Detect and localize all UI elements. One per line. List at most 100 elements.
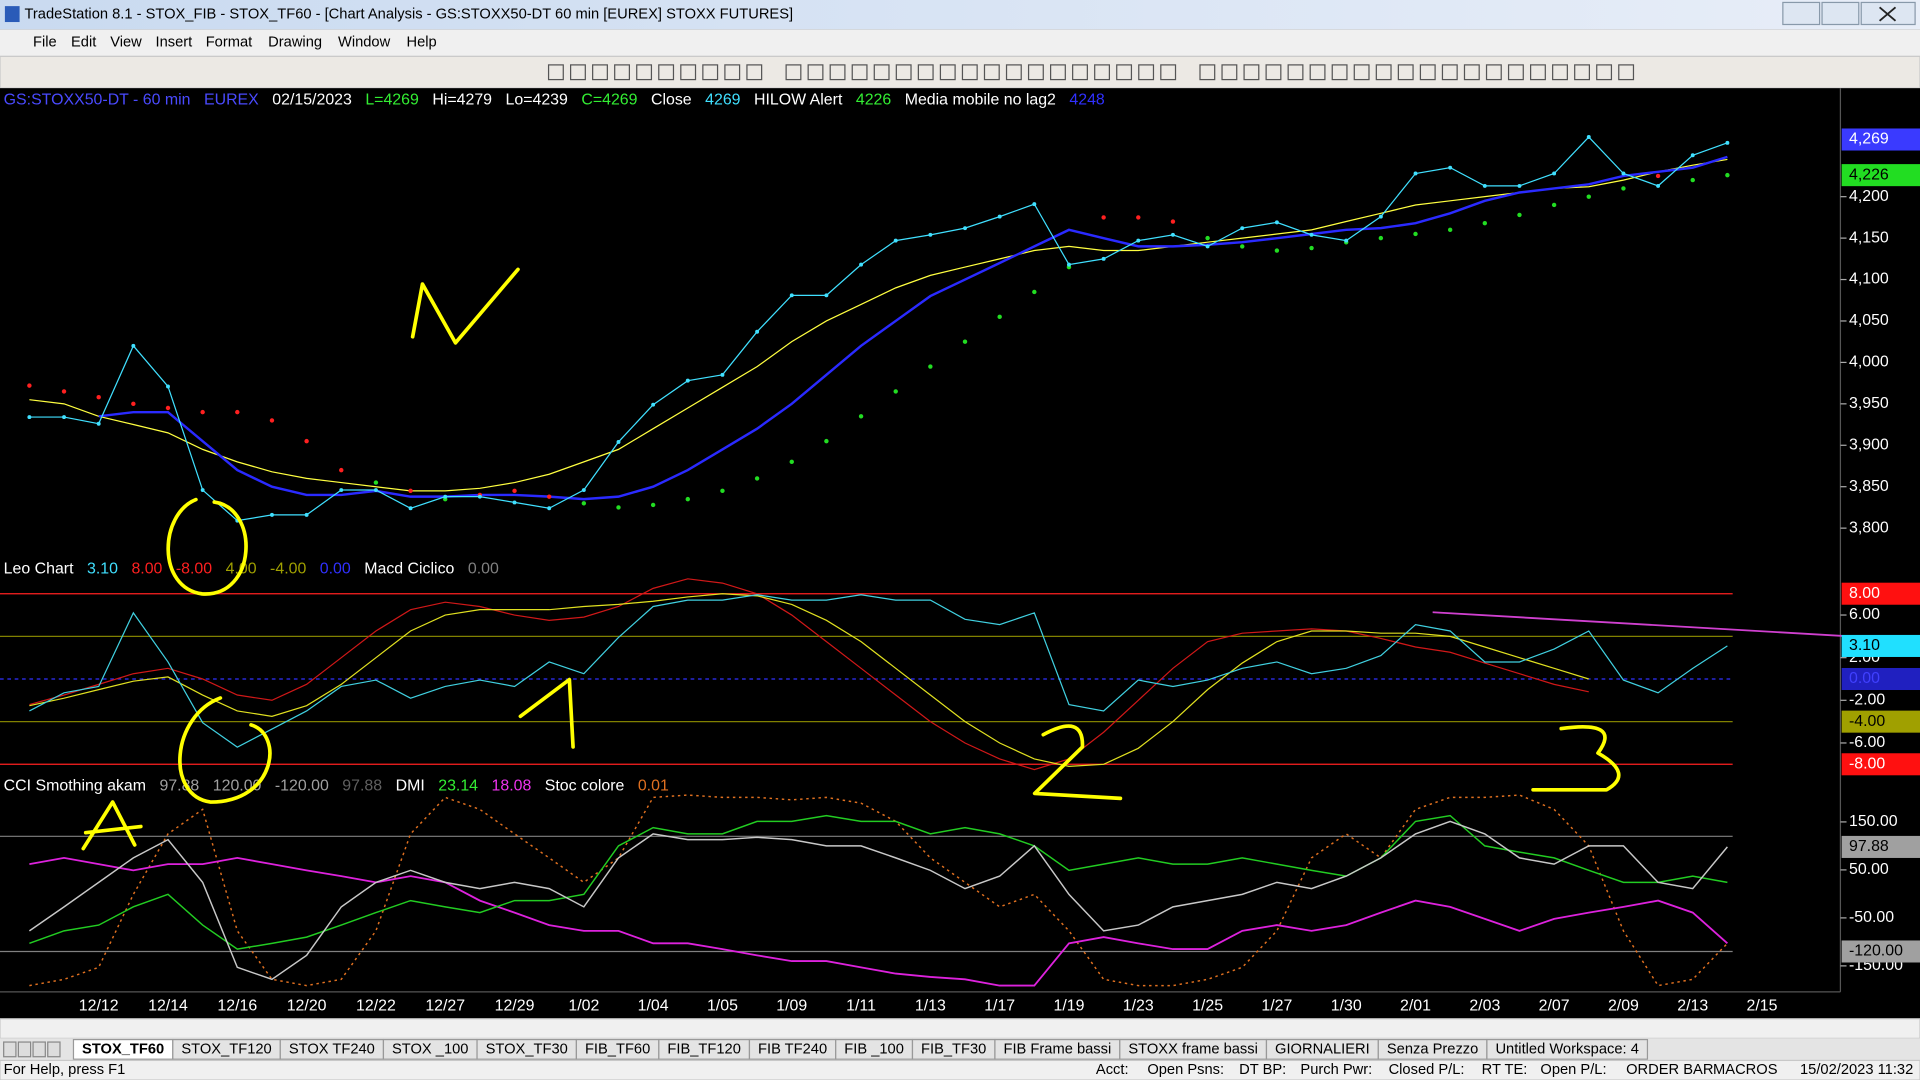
toolbar-button[interactable]: [1287, 64, 1304, 81]
toolbar-button[interactable]: [807, 64, 824, 81]
workspace-tab-label[interactable]: GIORNALIERI: [1275, 1041, 1370, 1057]
plot: 3,800 3,850 3,900 3,950 4,000 4,050 4,100 4,150…: [0, 92, 1920, 1015]
workspace-tab-label[interactable]: FIB_TF30: [921, 1041, 986, 1057]
toolbar-button[interactable]: [1331, 64, 1348, 81]
toolbar-button[interactable]: [1507, 64, 1524, 81]
panel-header: Macd Ciclico: [364, 561, 454, 578]
toolbar-button[interactable]: [1199, 64, 1216, 81]
toolbar-button[interactable]: [1027, 64, 1044, 81]
drawing: [81, 800, 143, 851]
panel-header: -4.00: [270, 561, 306, 578]
status-item: Acct:: [1096, 1062, 1129, 1078]
toolbar-button[interactable]: [1618, 64, 1635, 81]
data-point: [1413, 171, 1418, 176]
toolbar-button[interactable]: [570, 64, 586, 81]
toolbar-button[interactable]: [961, 64, 978, 81]
data-point: [512, 500, 517, 505]
menu-item[interactable]: Insert: [156, 35, 193, 51]
data-point: [858, 414, 864, 419]
toolbar-button[interactable]: [636, 64, 653, 81]
toolbar-button[interactable]: [1397, 64, 1414, 81]
toolbar-button[interactable]: [1419, 64, 1436, 81]
data-point: [1240, 244, 1245, 249]
tab-scroll-button[interactable]: [47, 1041, 61, 1058]
toolbar-button[interactable]: [939, 64, 956, 81]
toolbar-button[interactable]: [1116, 64, 1133, 81]
toolbar-button[interactable]: [1353, 64, 1370, 81]
toolbar-button[interactable]: [1552, 64, 1568, 81]
workspace-tab-label[interactable]: Untitled Workspace: 4: [1495, 1041, 1638, 1057]
toolbar-button[interactable]: [1596, 64, 1613, 81]
workspace-tab-label[interactable]: FIB_TF120: [667, 1041, 740, 1057]
minimize-button[interactable]: [1782, 1, 1821, 26]
toolbar-button[interactable]: [724, 64, 741, 81]
toolbar-button[interactable]: [983, 64, 1000, 81]
panel-header: 4248: [1069, 92, 1105, 109]
toolbar-button[interactable]: [1221, 64, 1238, 81]
drawing: [410, 267, 520, 345]
panel-header: L=4269: [365, 92, 419, 109]
toolbar-button[interactable]: [1463, 64, 1480, 81]
scrollbar[interactable]: [0, 1018, 1920, 1039]
toolbar-button[interactable]: [1138, 64, 1155, 81]
toolbar-button[interactable]: [1485, 64, 1502, 81]
toolbar-button[interactable]: [547, 64, 564, 81]
toolbar-button[interactable]: [1072, 64, 1088, 81]
toolbar-button[interactable]: [873, 64, 890, 81]
toolbar-button[interactable]: [1265, 64, 1282, 81]
workspace-tab-label[interactable]: FIB _100: [844, 1041, 904, 1057]
workspace-tab-label[interactable]: FIB_TF60: [585, 1041, 650, 1057]
toolbar-button[interactable]: [785, 64, 802, 81]
toolbar-button[interactable]: [680, 64, 697, 81]
toolbar-button[interactable]: [829, 64, 846, 81]
menu-item[interactable]: Format: [206, 35, 253, 51]
workspace-tab-label[interactable]: FIB Frame bassi: [1004, 1041, 1112, 1057]
workspace-tab-label[interactable]: STOX_TF30: [486, 1041, 568, 1057]
tab-scroll-button[interactable]: [3, 1041, 17, 1058]
menu-item[interactable]: Edit: [71, 35, 96, 51]
toolbar-button[interactable]: [702, 64, 719, 81]
workspace-tab-label[interactable]: STOX_TF60: [82, 1041, 164, 1057]
workspace-tab-label[interactable]: STOX _100: [392, 1041, 468, 1057]
status-item: DT BP:: [1239, 1062, 1286, 1078]
toolbar-button[interactable]: [658, 64, 675, 81]
workspace-tab-label[interactable]: STOXX frame bassi: [1128, 1041, 1258, 1057]
toolbar-button[interactable]: [1441, 64, 1458, 81]
toolbar-button[interactable]: [1094, 64, 1110, 81]
toolbar-button[interactable]: [1160, 64, 1177, 81]
status-items: For Help, press F1 Acct: Open Psns: DT BP: P…: [4, 1062, 1914, 1078]
workspace-tab[interactable]: [1486, 1038, 1649, 1060]
menu-item[interactable]: File: [33, 35, 57, 51]
menu-item[interactable]: View: [110, 35, 142, 51]
workspace-tab-label[interactable]: FIB TF240: [758, 1041, 827, 1057]
toolbar-button[interactable]: [592, 64, 608, 81]
data-point: [1309, 232, 1314, 237]
maximize-button[interactable]: [1821, 1, 1860, 26]
x-tick-label: 1/23: [1123, 998, 1154, 1015]
toolbar-button[interactable]: [895, 64, 912, 81]
toolbar-button[interactable]: [1309, 64, 1326, 81]
menu-item[interactable]: Window: [338, 35, 391, 51]
toolbar-button[interactable]: [1530, 64, 1546, 81]
menu-item[interactable]: Drawing: [268, 35, 322, 51]
toolbar-button[interactable]: [1005, 64, 1022, 81]
tab-scroll-button[interactable]: [17, 1041, 32, 1058]
data-point: [1482, 220, 1488, 226]
workspace-tab-label[interactable]: Senza Prezzo: [1387, 1041, 1478, 1057]
toolbar-button[interactable]: [851, 64, 868, 81]
toolbar-button[interactable]: [1574, 64, 1590, 81]
tab-scroll-button[interactable]: [32, 1041, 46, 1058]
toolbar-button[interactable]: [917, 64, 934, 81]
workspace-tab-label[interactable]: STOX TF240: [289, 1041, 375, 1057]
panel-header: -8.00: [176, 561, 212, 578]
toolbar-button[interactable]: [614, 64, 630, 81]
toolbar-button[interactable]: [746, 64, 763, 81]
toolbar-button[interactable]: [1050, 64, 1066, 81]
toolbar-button[interactable]: [1375, 64, 1392, 81]
data-point: [131, 343, 136, 348]
menu-item[interactable]: Help: [407, 35, 437, 51]
data-point: [685, 378, 690, 383]
toolbar-button[interactable]: [1243, 64, 1260, 81]
data-point: [27, 383, 32, 388]
workspace-tab-label[interactable]: STOX_TF120: [181, 1041, 271, 1057]
